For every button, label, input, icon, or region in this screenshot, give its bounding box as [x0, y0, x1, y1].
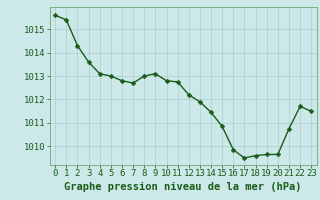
X-axis label: Graphe pression niveau de la mer (hPa): Graphe pression niveau de la mer (hPa) [64, 182, 302, 192]
